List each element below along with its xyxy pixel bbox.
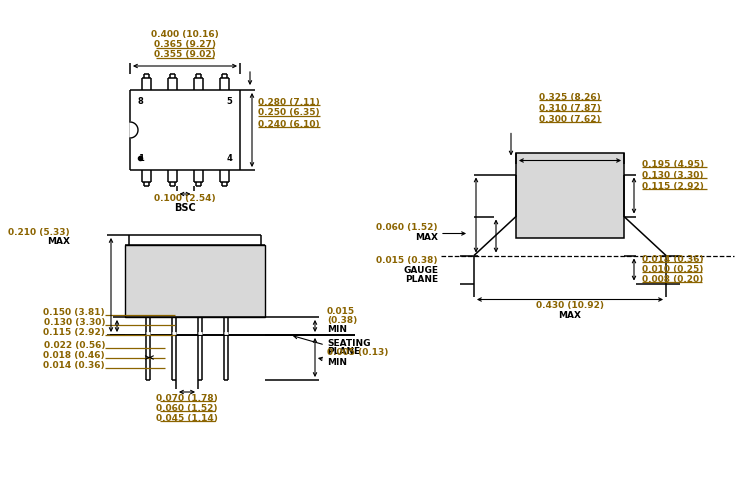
Text: MAX: MAX bbox=[559, 311, 581, 320]
Text: 0.045 (1.14): 0.045 (1.14) bbox=[156, 414, 218, 422]
Text: PLANE: PLANE bbox=[405, 275, 438, 284]
Text: GAUGE: GAUGE bbox=[403, 266, 438, 275]
Text: 0.150 (3.81): 0.150 (3.81) bbox=[44, 308, 105, 316]
Text: 0.070 (1.78): 0.070 (1.78) bbox=[156, 394, 218, 402]
Text: 0.014 (0.36): 0.014 (0.36) bbox=[642, 255, 704, 264]
Text: 0.240 (6.10): 0.240 (6.10) bbox=[258, 120, 320, 128]
Text: 1: 1 bbox=[138, 154, 144, 163]
Text: 0.130 (3.30): 0.130 (3.30) bbox=[44, 318, 105, 326]
Text: 0.250 (6.35): 0.250 (6.35) bbox=[258, 108, 320, 118]
Text: 0.130 (3.30): 0.130 (3.30) bbox=[642, 171, 704, 180]
Text: 0.060 (1.52): 0.060 (1.52) bbox=[376, 223, 438, 232]
Text: 0.022 (0.56): 0.022 (0.56) bbox=[44, 341, 105, 350]
Text: 0.325 (8.26): 0.325 (8.26) bbox=[539, 93, 601, 102]
Text: 0.100 (2.54): 0.100 (2.54) bbox=[154, 194, 216, 203]
Text: 0.010 (0.25): 0.010 (0.25) bbox=[642, 265, 704, 274]
Text: 0.310 (7.87): 0.310 (7.87) bbox=[539, 104, 601, 113]
Text: (0.38): (0.38) bbox=[327, 316, 357, 326]
Text: 0.005 (0.13): 0.005 (0.13) bbox=[327, 348, 388, 357]
Text: BSC: BSC bbox=[174, 203, 196, 213]
Text: 0.430 (10.92): 0.430 (10.92) bbox=[536, 301, 604, 310]
Text: 0.115 (2.92): 0.115 (2.92) bbox=[43, 328, 105, 336]
Text: 0.210 (5.33): 0.210 (5.33) bbox=[8, 228, 70, 236]
Text: 0.400 (10.16): 0.400 (10.16) bbox=[151, 30, 219, 40]
Text: MIN: MIN bbox=[327, 358, 347, 367]
Text: 5: 5 bbox=[226, 97, 232, 106]
Text: 0.115 (2.92): 0.115 (2.92) bbox=[642, 182, 704, 191]
Text: 0.355 (9.02): 0.355 (9.02) bbox=[154, 50, 216, 59]
Text: 0.280 (7.11): 0.280 (7.11) bbox=[258, 98, 320, 106]
Text: 0.015 (0.38): 0.015 (0.38) bbox=[376, 256, 438, 265]
Text: PLANE: PLANE bbox=[327, 348, 360, 356]
Text: 0.300 (7.62): 0.300 (7.62) bbox=[539, 115, 601, 124]
Text: 0.014 (0.36): 0.014 (0.36) bbox=[44, 361, 105, 370]
Text: 0.365 (9.27): 0.365 (9.27) bbox=[154, 40, 216, 50]
Polygon shape bbox=[130, 122, 138, 138]
Text: SEATING: SEATING bbox=[327, 338, 370, 347]
Text: 4: 4 bbox=[226, 154, 232, 163]
Text: 0.015: 0.015 bbox=[327, 308, 356, 316]
Text: MAX: MAX bbox=[415, 233, 438, 242]
Text: 0.060 (1.52): 0.060 (1.52) bbox=[156, 404, 218, 412]
Text: 0.018 (0.46): 0.018 (0.46) bbox=[44, 351, 105, 360]
Text: MIN: MIN bbox=[327, 326, 347, 334]
Text: 0.008 (0.20): 0.008 (0.20) bbox=[642, 275, 704, 284]
Bar bbox=[125, 245, 265, 317]
Bar bbox=[516, 152, 624, 238]
Text: MAX: MAX bbox=[47, 236, 70, 246]
Text: 0.195 (4.95): 0.195 (4.95) bbox=[642, 160, 704, 169]
Text: 8: 8 bbox=[138, 97, 144, 106]
